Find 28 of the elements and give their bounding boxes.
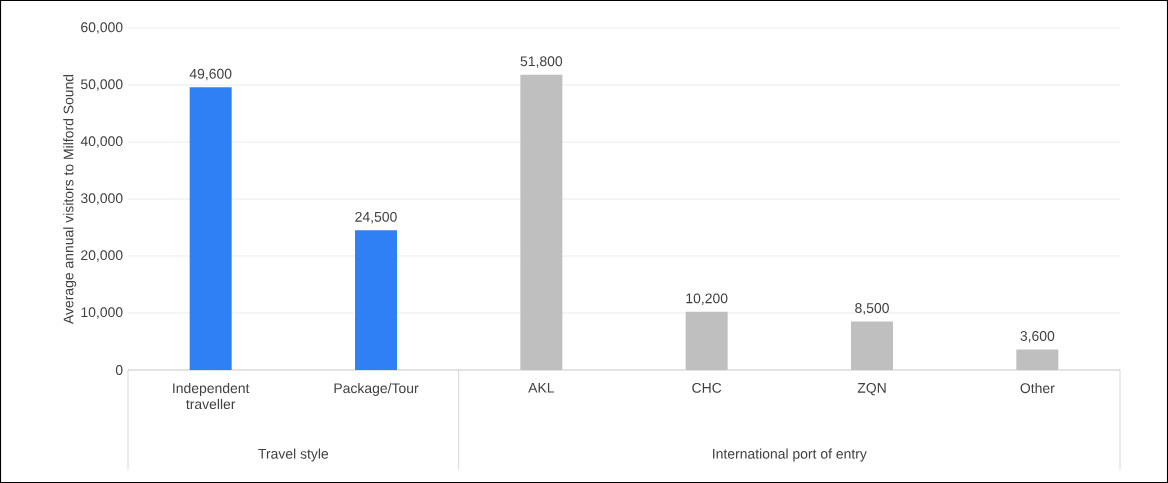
data-label: 10,200 [686,293,728,305]
bar [189,87,232,370]
x-tick-label: CHC [692,382,722,393]
x-tick-label: ZQN [857,382,886,396]
data-label: 8,500 [855,303,889,315]
y-tick-label: 50,000 [81,79,123,91]
y-tick-label: 40,000 [80,136,123,148]
y-tick-label: 0 [115,365,123,375]
bar [1016,349,1059,370]
bar [685,311,728,370]
text: International port of entry [713,448,867,462]
data-label: 51,800 [520,56,563,68]
bar [851,321,894,370]
text: Travel style [258,448,329,462]
x-tick-label: Other [1020,382,1055,394]
x-tick-label: Independent traveller [173,382,250,410]
data-label: 49,600 [189,68,232,81]
x-tick-label: Package/Tour [334,382,419,396]
bar [355,230,398,370]
data-label: 24,500 [355,211,397,224]
x-tick-label: AKL [528,382,555,393]
data-label: 3,600 [1020,331,1055,343]
bar [520,74,563,370]
y-tick-label: 60,000 [81,22,123,34]
y-tick-label: 20,000 [81,250,123,262]
y-tick-label: 30,000 [80,193,123,205]
y-tick-label: 10,000 [81,307,123,319]
y-axis-title: Average annual visitors to Milford Sound [63,74,77,325]
